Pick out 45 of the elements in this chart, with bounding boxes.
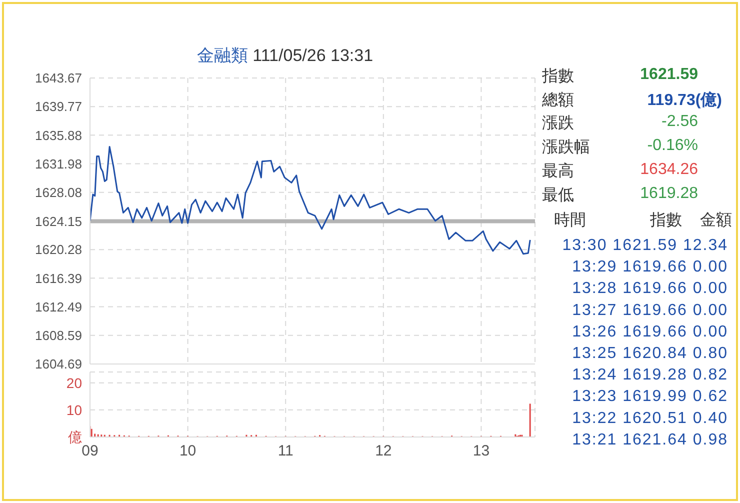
x-tick-label: 13 [472,442,490,460]
text: 13:21 1621.64 0.98 [572,431,728,448]
y-tick-label: 1643.67 [35,70,82,86]
text: 13:23 1619.99 0.62 [572,388,728,406]
text: 13:22 1620.51 0.40 [572,410,728,427]
text: 漲跌幅 [542,138,590,158]
y-tick-label: 1616.39 [35,270,82,286]
chart-title: 金融類 111/05/26 13:31 [196,45,374,67]
y-tick-label: 1604.69 [35,356,82,372]
text: 最低 [542,186,574,206]
y-tick-label: 1639.77 [35,99,82,114]
category-label: 指數 [649,211,682,231]
category-label: 金額 [700,212,732,229]
text: 13:24 1619.28 0.82 [572,366,728,384]
text: -2.56 [660,113,698,132]
text: 1619.28 [639,184,698,202]
x-tick-label: 12 [375,442,392,460]
y-tick-label: 1608.59 [35,328,82,343]
text: 漲跌 [542,114,574,134]
y-tick-label: 1612.49 [35,299,82,314]
y-tick-label: 1620.28 [35,242,82,258]
y-tick-label: 1624.15 [35,214,82,229]
text: 13:28 1619.66 0.00 [572,280,728,298]
text: 1621.59 [639,66,698,84]
text: 13:26 1619.66 0.00 [572,323,728,340]
text: 13:29 1619.66 0.00 [572,258,728,276]
text: -0.16% [646,137,698,156]
text: 總額 [542,90,574,111]
x-tick-label: 11 [278,442,294,460]
text: 最高 [542,162,574,182]
x-tick-label: 10 [179,442,196,460]
category-label: 時間 [554,210,587,231]
y-tick-label: 1631.98 [35,156,82,172]
text: 13:27 1619.66 0.00 [572,302,728,319]
text: 指數 [542,67,574,87]
text: 13:25 1620.84 0.80 [572,345,728,362]
text: 119.73(億) [646,90,722,111]
y-tick-label: 10 [66,402,82,418]
y-tick-label: 億 [68,428,82,445]
y-tick-label: 1635.88 [35,128,82,143]
text: 13:30 1621.59 12.34 [562,237,728,254]
x-tick-label: 09 [82,442,98,460]
y-tick-label: 20 [66,374,82,391]
text: 1634.26 [639,160,698,179]
y-tick-label: 1628.08 [35,185,82,200]
